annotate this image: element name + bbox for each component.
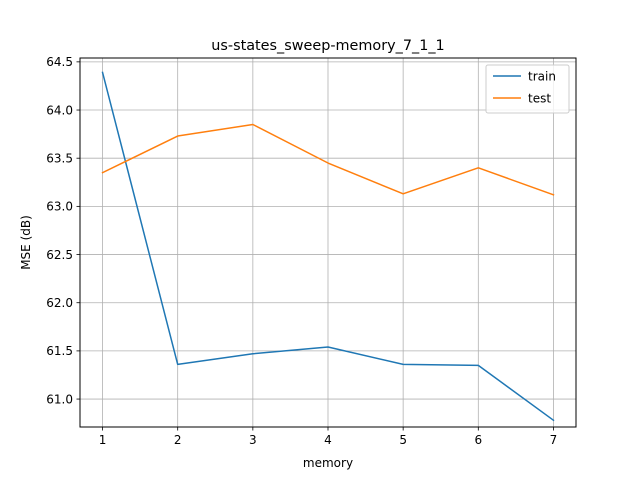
legend: train test <box>485 64 570 114</box>
legend-box <box>485 64 570 114</box>
grid <box>80 58 576 427</box>
legend-label-test: test <box>528 91 551 105</box>
y-tick-label: 63.5 <box>46 151 73 165</box>
y-tick-label: 64.5 <box>46 55 73 69</box>
x-tick-label: 7 <box>550 433 558 447</box>
series-line-train <box>101 71 555 422</box>
x-tick-label: 5 <box>399 433 407 447</box>
y-tick-label: 61.5 <box>46 344 73 358</box>
y-tick-label: 62.0 <box>46 296 73 310</box>
series-line-test <box>101 123 555 196</box>
y-tick-label: 62.5 <box>46 248 73 262</box>
x-axis-label: memory <box>303 456 353 470</box>
x-tick-label: 3 <box>249 433 257 447</box>
series-lines <box>101 71 555 422</box>
y-tick-label: 63.0 <box>46 200 73 214</box>
ticks: 1 2 3 4 5 6 7 61.0 61.5 62.0 62.5 63.0 63.5 64.0 64.5 <box>46 55 557 447</box>
x-tick-label: 4 <box>324 433 332 447</box>
y-tick-label: 64.0 <box>46 103 73 117</box>
y-axis-label: MSE (dB) <box>19 215 33 270</box>
x-tick-label: 2 <box>174 433 182 447</box>
y-tick-label: 61.0 <box>46 392 73 406</box>
chart-title: us-states_sweep-memory_7_1_1 <box>211 38 444 54</box>
x-tick-label: 6 <box>474 433 482 447</box>
x-tick-label: 1 <box>99 433 107 447</box>
legend-label-train: train <box>528 69 556 83</box>
